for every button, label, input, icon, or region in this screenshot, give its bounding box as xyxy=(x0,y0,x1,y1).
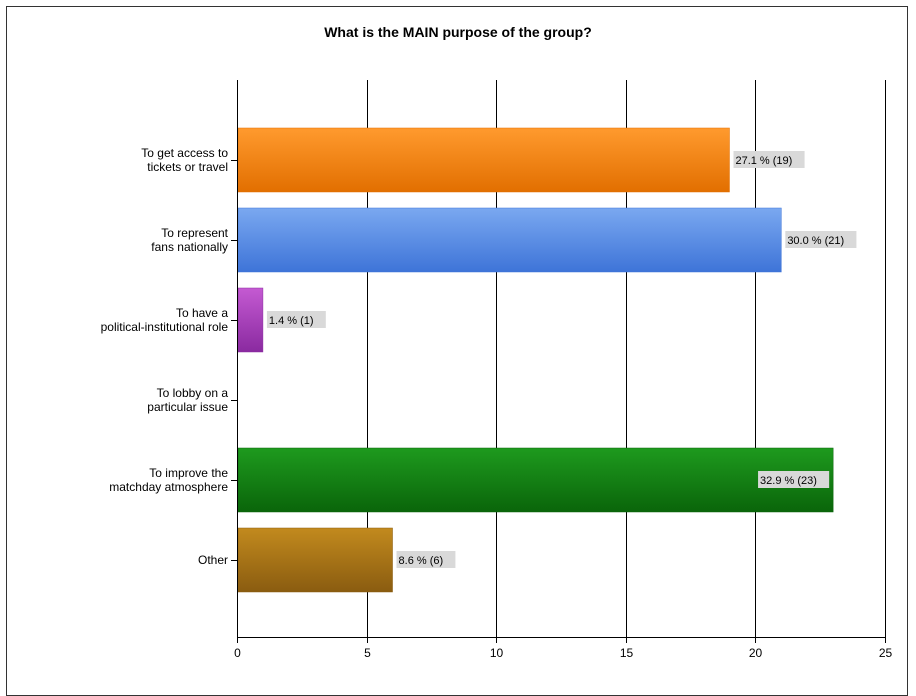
data-label: 8.6 % (6) xyxy=(399,555,444,567)
category-label: To lobby on a particular issue xyxy=(147,386,228,414)
bar xyxy=(237,207,782,273)
category-label: To get access to tickets or travel xyxy=(141,146,228,174)
data-label-bg xyxy=(396,551,456,568)
x-tick-label: 0 xyxy=(234,646,241,660)
data-label-bg xyxy=(785,231,857,248)
x-tick-label: 15 xyxy=(620,646,634,660)
category-label: To represent fans nationally xyxy=(151,226,228,254)
category-label: To improve the matchday atmosphere xyxy=(109,466,228,494)
bar xyxy=(237,527,393,593)
chart-title: What is the MAIN purpose of the group? xyxy=(324,24,592,40)
bar xyxy=(237,447,834,513)
x-tick-label: 5 xyxy=(364,646,371,660)
category-label: To have a political-institutional role xyxy=(101,306,229,334)
bar xyxy=(237,127,730,193)
bar xyxy=(237,287,264,353)
x-tick-label: 25 xyxy=(879,646,893,660)
data-label-bg xyxy=(733,151,805,168)
data-label: 30.0 % (21) xyxy=(787,235,844,247)
data-label-bg xyxy=(266,311,326,328)
category-label: Other xyxy=(198,553,228,567)
data-label: 1.4 % (1) xyxy=(269,315,314,327)
x-tick-label: 10 xyxy=(490,646,504,660)
data-label-bg xyxy=(758,471,830,488)
data-label: 27.1 % (19) xyxy=(735,155,792,167)
x-tick-label: 20 xyxy=(749,646,763,660)
chart-frame xyxy=(6,6,908,696)
data-label: 32.9 % (23) xyxy=(760,475,817,487)
